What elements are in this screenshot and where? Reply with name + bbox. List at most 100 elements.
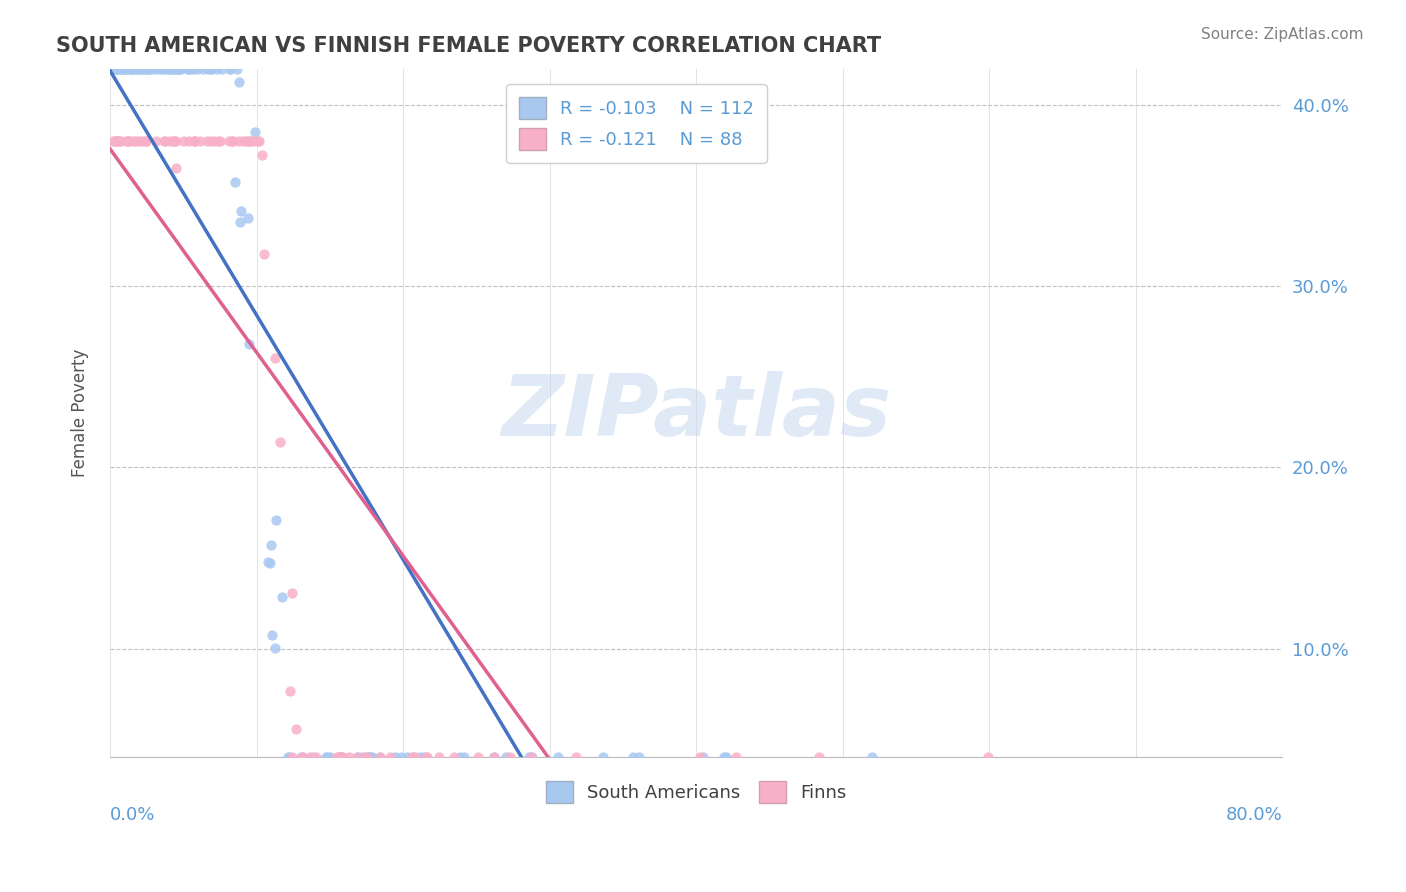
Point (359, 750, 381, 764)
Text: ZIPatlas: ZIPatlas (501, 371, 891, 454)
Point (292, 750, 315, 764)
Point (519, 750, 541, 764)
Point (443, 750, 465, 764)
Point (101, 134, 124, 148)
Point (152, 62, 174, 76)
Point (118, 134, 141, 148)
Point (200, 134, 222, 148)
Point (169, 62, 191, 76)
Point (247, 134, 270, 148)
Point (107, 62, 129, 76)
Point (135, 62, 157, 76)
Point (229, 204, 252, 219)
Point (281, 750, 304, 764)
Point (138, 62, 160, 76)
Point (149, 62, 172, 76)
Point (159, 62, 181, 76)
Point (378, 750, 401, 764)
Point (122, 62, 145, 76)
Point (131, 134, 153, 148)
Point (301, 750, 323, 764)
Point (118, 134, 141, 148)
Point (100, 62, 122, 76)
Point (184, 134, 207, 148)
Point (449, 750, 471, 764)
Point (359, 750, 381, 764)
Legend: South Americans, Finns: South Americans, Finns (538, 774, 853, 810)
Point (318, 750, 340, 764)
Point (108, 134, 131, 148)
Point (370, 750, 392, 764)
Point (224, 175, 246, 189)
Point (329, 750, 352, 764)
Point (517, 750, 540, 764)
Point (236, 211, 259, 225)
Point (329, 750, 352, 764)
Point (621, 750, 644, 764)
Point (167, 62, 190, 76)
Point (105, 62, 128, 76)
Text: Source: ZipAtlas.com: Source: ZipAtlas.com (1201, 27, 1364, 42)
Point (247, 134, 270, 148)
Point (211, 62, 233, 76)
Point (159, 62, 181, 76)
Point (389, 750, 412, 764)
Point (219, 62, 242, 76)
Point (110, 62, 132, 76)
Point (122, 134, 145, 148)
Point (269, 435, 291, 450)
Point (326, 750, 349, 764)
Point (429, 750, 451, 764)
Point (159, 62, 181, 76)
Point (207, 134, 229, 148)
Point (125, 134, 148, 148)
Point (132, 62, 155, 76)
Point (235, 134, 257, 148)
Point (104, 62, 127, 76)
Point (229, 215, 252, 229)
Point (482, 750, 505, 764)
Point (165, 62, 187, 76)
Point (330, 750, 353, 764)
Point (453, 750, 475, 764)
Point (112, 62, 135, 76)
Point (808, 750, 831, 764)
Point (278, 684, 301, 698)
Point (402, 750, 425, 764)
Point (238, 134, 260, 148)
Point (356, 750, 378, 764)
Point (188, 134, 211, 148)
Point (128, 134, 150, 148)
Point (218, 62, 240, 76)
Point (145, 134, 167, 148)
Point (135, 134, 157, 148)
Point (257, 555, 280, 569)
Point (238, 134, 260, 148)
Point (409, 750, 432, 764)
Point (170, 62, 193, 76)
Point (714, 750, 737, 764)
Point (112, 62, 135, 76)
Point (290, 750, 312, 764)
Point (107, 134, 129, 148)
Point (401, 750, 423, 764)
Point (186, 62, 208, 76)
Point (396, 750, 419, 764)
Point (499, 750, 522, 764)
Point (125, 62, 148, 76)
Point (105, 134, 128, 148)
Point (111, 62, 134, 76)
Point (177, 134, 200, 148)
Point (141, 62, 163, 76)
Point (104, 62, 127, 76)
Point (176, 62, 198, 76)
Point (165, 62, 187, 76)
Point (115, 134, 138, 148)
Point (112, 62, 135, 76)
Point (520, 750, 543, 764)
Point (689, 750, 711, 764)
Point (305, 750, 328, 764)
Text: SOUTH AMERICAN VS FINNISH FEMALE POVERTY CORRELATION CHART: SOUTH AMERICAN VS FINNISH FEMALE POVERTY… (56, 36, 882, 55)
Point (281, 586, 304, 600)
Point (198, 62, 221, 76)
